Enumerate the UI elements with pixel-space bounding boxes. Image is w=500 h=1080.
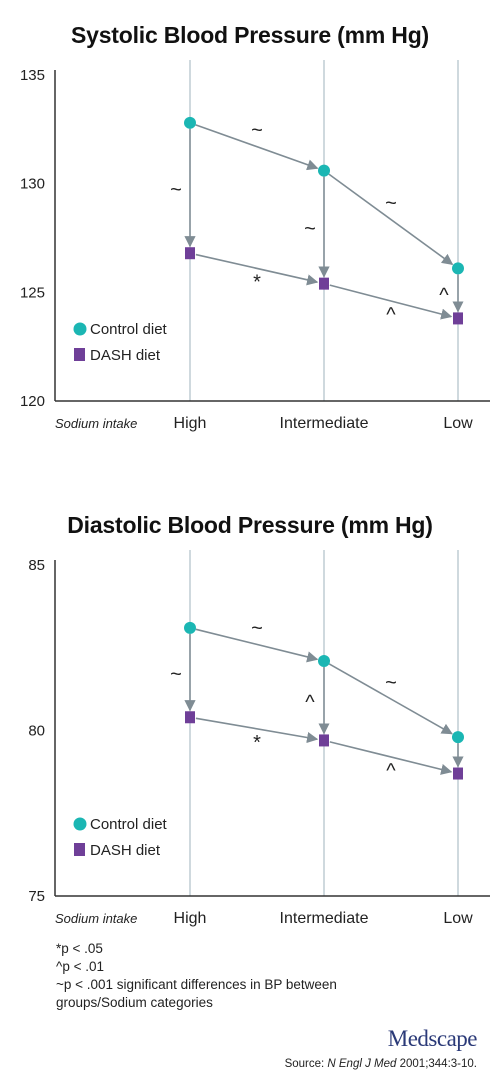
dash-arrow-1	[329, 741, 453, 775]
systolic-chart-title: Systolic Blood Pressure (mm Hg)	[70, 22, 430, 48]
systolic-chart: 120 125 130 135 Sodium intake High Intermediat…	[20, 60, 490, 432]
control-point-high	[184, 621, 196, 634]
vertical-annotation-intermediate: ~	[304, 218, 316, 240]
x-tick-label-intermediate: Intermediate	[280, 910, 369, 927]
y-tick-label-85: 85	[28, 557, 45, 574]
x-axis-label: Sodium intake	[55, 911, 137, 926]
dash-point-high	[185, 247, 195, 260]
y-tick-label-125: 125	[20, 284, 45, 301]
legend-dash-swatch	[74, 348, 85, 361]
control-arrow-0	[195, 628, 319, 663]
medscape-logo: Medscape	[387, 1026, 478, 1051]
control-point-low	[452, 731, 464, 744]
legend-control-label: Control diet	[90, 816, 168, 833]
y-tick-label-120: 120	[20, 393, 45, 410]
legend-control-label: Control diet	[90, 321, 168, 338]
vertical-annotation-low: ^	[439, 284, 449, 306]
dash-arrow-0	[195, 253, 319, 286]
x-tick-label-high: High	[174, 910, 207, 927]
legend-control-swatch	[73, 322, 87, 336]
legend-dash-label: DASH diet	[90, 842, 161, 859]
dash-segment-annotation: ^	[386, 760, 396, 782]
x-tick-label-intermediate: Intermediate	[280, 415, 369, 432]
control-arrow-1	[328, 663, 453, 735]
dash-point-intermediate	[319, 734, 329, 747]
diastolic-chart-title: Diastolic Blood Pressure (mm Hg)	[67, 512, 433, 538]
legend-dash-swatch	[74, 843, 85, 856]
y-tick-label-135: 135	[20, 67, 45, 84]
dash-point-intermediate	[319, 277, 329, 290]
control-segment-annotation: ~	[251, 120, 263, 142]
source-journal: N Engl J Med	[327, 1058, 397, 1070]
x-tick-label-low: Low	[443, 415, 473, 432]
footnote-p05: *p < .05	[56, 941, 103, 956]
control-point-intermediate	[318, 164, 330, 177]
control-segment-annotation: ~	[251, 617, 263, 639]
dash-arrow-0	[195, 717, 319, 744]
vertical-annotation-high: ~	[170, 664, 182, 686]
y-tick-label-80: 80	[28, 723, 45, 740]
legend-dash-label: DASH diet	[90, 347, 161, 364]
control-arrow-1	[328, 173, 454, 265]
y-tick-label-75: 75	[28, 888, 45, 905]
x-axis-label: Sodium intake	[55, 416, 137, 431]
source-citation: Source: N Engl J Med 2001;344:3-10.	[285, 1058, 477, 1070]
control-point-high	[184, 116, 196, 129]
control-arrow-0	[195, 124, 319, 171]
control-segment-annotation: ~	[385, 672, 397, 694]
y-tick-label-130: 130	[20, 176, 45, 193]
dash-segment-annotation: *	[253, 732, 261, 754]
control-point-intermediate	[318, 654, 330, 667]
x-tick-label-high: High	[174, 415, 207, 432]
control-segment-annotation: ~	[385, 193, 397, 215]
legend-control-swatch	[73, 817, 87, 831]
dash-segment-annotation: *	[253, 271, 261, 293]
source-prefix: Source:	[284, 1058, 328, 1070]
dash-segment-annotation: ^	[386, 304, 396, 326]
vertical-annotation-intermediate: ^	[305, 692, 315, 714]
dash-point-low	[453, 767, 463, 780]
dash-arrow-1	[329, 284, 453, 320]
control-point-low	[452, 262, 464, 275]
footnote-p001: ~p < .001 significant differences in BP …	[56, 977, 337, 1010]
dash-point-high	[185, 711, 195, 724]
vertical-annotation-high: ~	[170, 179, 182, 201]
x-tick-label-low: Low	[443, 910, 473, 927]
footnotes: *p < .05 ^p < .01 ~p < .001 significant …	[56, 940, 416, 1012]
dash-point-low	[453, 312, 463, 325]
footnote-p01: ^p < .01	[56, 959, 104, 974]
diastolic-chart: 75 80 85 Sodium intake High Intermediate Low ~ *…	[28, 550, 490, 927]
source-details: 2001;344:3-10.	[396, 1058, 477, 1070]
